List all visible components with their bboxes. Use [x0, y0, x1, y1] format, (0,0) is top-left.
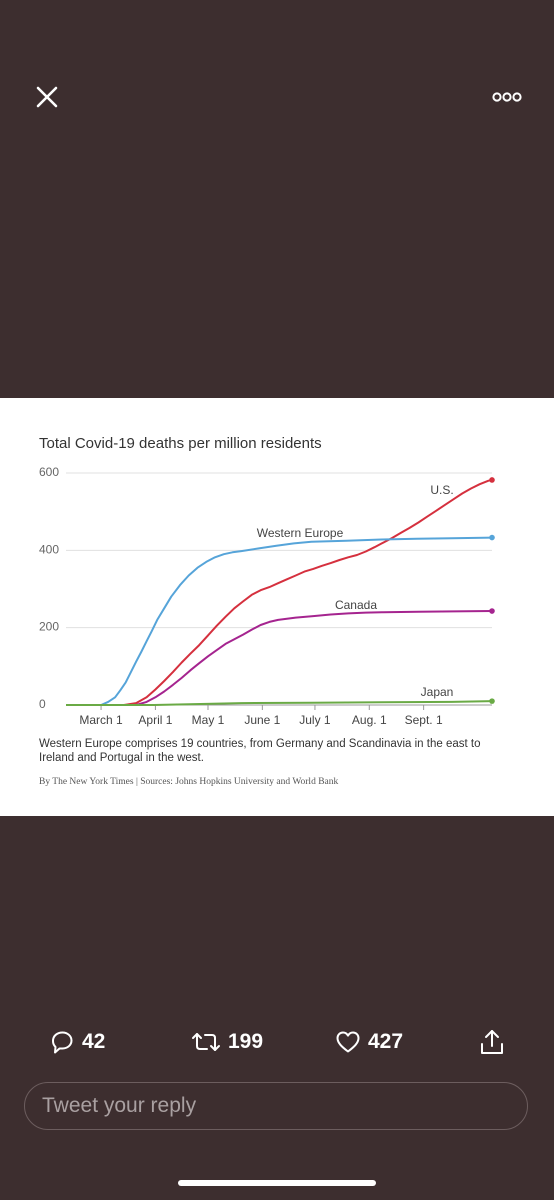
y-tick-label: 400	[39, 542, 59, 556]
retweet-count: 199	[228, 1030, 264, 1053]
series-label: Canada	[335, 598, 377, 612]
series-line	[66, 700, 493, 706]
series-label: Japan	[421, 685, 454, 699]
like-button[interactable]: 427	[334, 1026, 403, 1058]
share-icon	[481, 1030, 503, 1054]
reply-count: 42	[82, 1030, 106, 1053]
more-options-icon	[492, 92, 522, 102]
series-line	[66, 479, 493, 706]
x-tick-label: June 1	[244, 713, 280, 727]
y-tick-label: 200	[39, 620, 59, 634]
y-tick-label: 0	[39, 697, 46, 711]
reply-button[interactable]: 42	[48, 1026, 105, 1058]
x-tick-label: July 1	[299, 713, 331, 727]
heart-icon	[336, 1031, 360, 1053]
chart-footnote: Western Europe comprises 19 countries, f…	[39, 738, 481, 764]
series-label: Western Europe	[257, 526, 344, 540]
retweet-button[interactable]: 199	[190, 1026, 263, 1058]
series-endpoint-dot	[489, 608, 495, 614]
reply-input[interactable]: Tweet your reply	[24, 1082, 528, 1130]
series-line	[66, 610, 493, 706]
share-button[interactable]	[478, 1026, 506, 1058]
like-count: 427	[368, 1030, 404, 1053]
x-tick-label: Aug. 1	[352, 713, 387, 727]
tweet-actions: 42 199 427	[0, 1022, 554, 1062]
more-options-button[interactable]	[486, 84, 530, 110]
chart-image[interactable]: Total Covid-19 deaths per million reside…	[0, 398, 554, 816]
reply-placeholder: Tweet your reply	[42, 1094, 197, 1117]
chart-credit: By The New York Times | Sources: Johns H…	[39, 777, 339, 787]
y-tick-label: 600	[39, 465, 59, 479]
series-endpoint-dot	[489, 477, 495, 483]
series-line	[66, 536, 493, 706]
series-label: U.S.	[430, 483, 453, 497]
x-tick-label: Sept. 1	[405, 713, 443, 727]
x-tick-label: March 1	[79, 713, 123, 727]
series-endpoint-dot	[489, 534, 495, 541]
retweet-icon	[192, 1033, 220, 1051]
line-chart: 600 400 200 0 March 1 April 1 May 1 June 1 July …	[39, 465, 495, 727]
reply-icon	[52, 1031, 73, 1054]
x-tick-label: May 1	[192, 713, 225, 727]
home-indicator	[178, 1180, 376, 1186]
close-button[interactable]	[30, 80, 64, 114]
series-endpoint-dot	[489, 698, 495, 704]
x-tick-label: April 1	[138, 713, 172, 727]
close-icon	[36, 86, 58, 108]
chart-title: Total Covid-19 deaths per million reside…	[39, 435, 322, 452]
viewer-toolbar	[0, 0, 554, 200]
